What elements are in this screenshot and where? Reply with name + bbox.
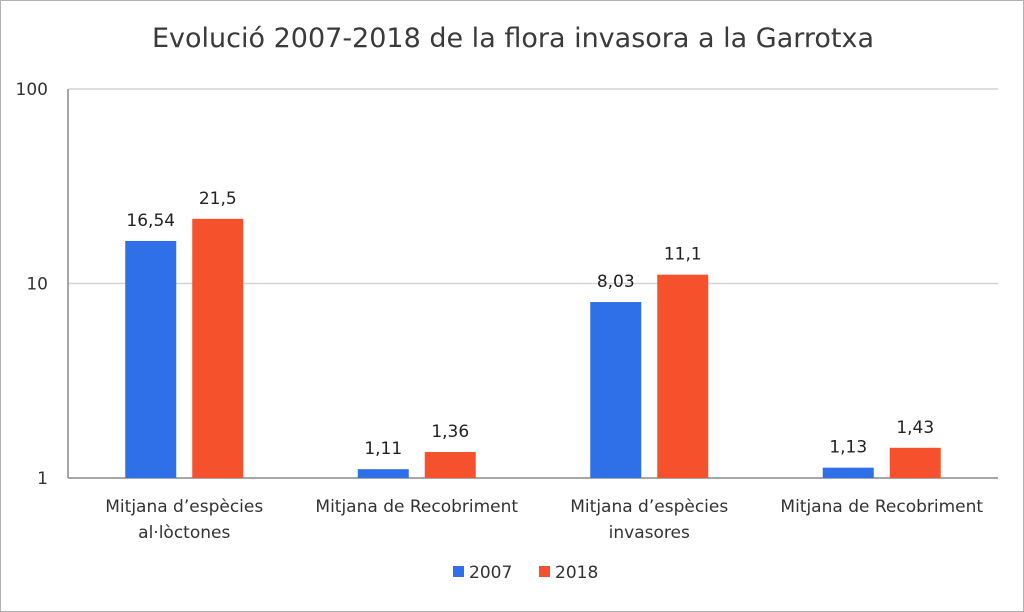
data-label: 21,5 xyxy=(199,189,237,209)
legend-swatch xyxy=(453,566,464,577)
data-label: 1,13 xyxy=(829,438,867,458)
bar xyxy=(125,240,177,478)
data-label: 1,11 xyxy=(364,439,402,459)
data-label: 16,54 xyxy=(126,211,175,231)
bar xyxy=(424,452,476,478)
data-label: 8,03 xyxy=(597,272,635,292)
x-category-label: Mitjana de Recobriment xyxy=(780,497,983,517)
bar xyxy=(590,302,642,478)
x-category-label: al·lòctones xyxy=(138,523,230,543)
x-category-label: Mitjana de Recobriment xyxy=(315,497,518,517)
data-label: 11,1 xyxy=(664,245,702,265)
y-tick-label: 1 xyxy=(37,469,48,489)
x-category-label: invasores xyxy=(609,523,690,543)
bar xyxy=(889,447,941,478)
legend-swatch xyxy=(539,566,550,577)
bar xyxy=(822,467,874,478)
bar xyxy=(192,218,244,479)
x-category-label: Mitjana d’espècies xyxy=(105,497,263,517)
y-tick-label: 10 xyxy=(26,275,48,295)
chart-title: Evolució 2007-2018 de la flora invasora … xyxy=(151,23,875,54)
y-tick-label: 100 xyxy=(16,80,48,100)
bar xyxy=(657,274,709,478)
data-label: 1,43 xyxy=(896,418,934,438)
data-label: 1,36 xyxy=(431,422,469,442)
bar xyxy=(357,469,409,478)
legend-label: 2018 xyxy=(555,563,598,583)
legend-label: 2007 xyxy=(469,563,512,583)
x-category-label: Mitjana d’espècies xyxy=(570,497,728,517)
